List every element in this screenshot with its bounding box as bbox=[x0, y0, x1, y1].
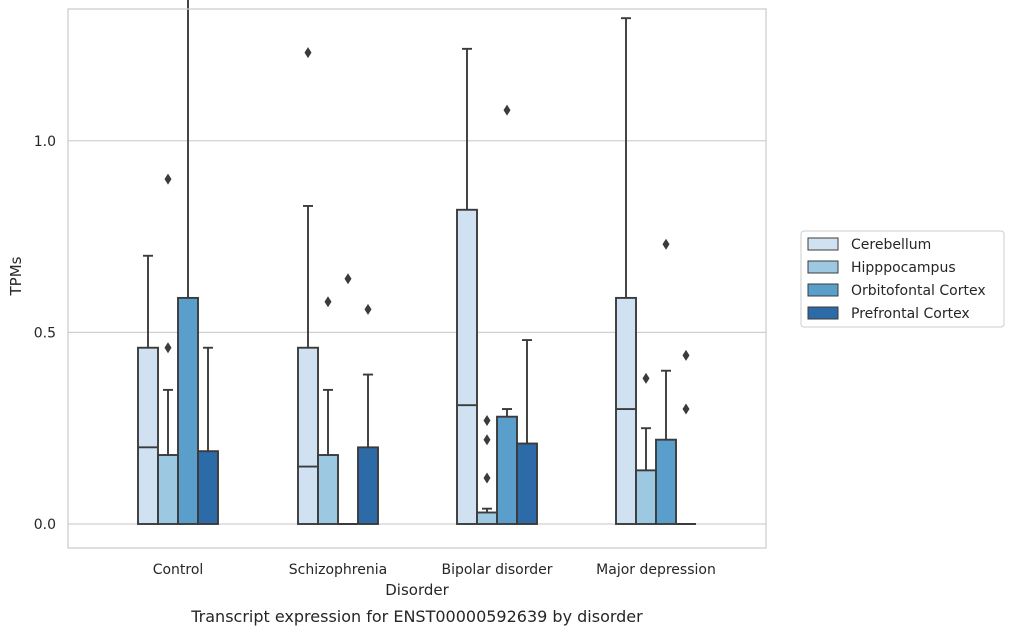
x-tick-label: Control bbox=[153, 562, 204, 578]
box-orbitofontal-cortex-schizophrenia bbox=[338, 273, 358, 525]
box-hipppocampus-major-depression bbox=[635, 372, 657, 525]
legend-swatch bbox=[807, 306, 839, 320]
box-hipppocampus-schizophrenia bbox=[317, 296, 339, 525]
group-bipolar-disorder bbox=[456, 47, 538, 525]
box-body bbox=[177, 296, 199, 525]
box-orbitofontal-cortex-control bbox=[177, 0, 199, 525]
box-cerebellum-schizophrenia bbox=[297, 47, 319, 525]
outlier-point bbox=[344, 273, 352, 285]
group-major-depression bbox=[615, 17, 696, 525]
box-body bbox=[317, 454, 339, 525]
outlier-point bbox=[364, 303, 372, 315]
box-plots bbox=[137, 0, 696, 525]
y-tick-label: 1.0 bbox=[34, 134, 56, 150]
legend-item-prefrontal-cortex: Prefrontal Cortex bbox=[807, 306, 970, 322]
chart-caption: Transcript expression for ENST0000059263… bbox=[190, 607, 643, 626]
box-body bbox=[655, 438, 677, 525]
box-body bbox=[197, 450, 219, 525]
legend-item-hipppocampus: Hipppocampus bbox=[807, 260, 956, 276]
legend-frame bbox=[800, 230, 1005, 328]
outlier-point bbox=[682, 403, 690, 415]
box-prefrontal-cortex-bipolar-disorder bbox=[516, 339, 538, 525]
y-axis-title: TPMs bbox=[7, 256, 25, 296]
legend-label: Cerebellum bbox=[851, 237, 931, 253]
outlier-point bbox=[304, 47, 312, 59]
outlier-point bbox=[483, 434, 491, 446]
box-body bbox=[157, 454, 179, 525]
box-prefrontal-cortex-control bbox=[197, 346, 219, 525]
box-prefrontal-cortex-major-depression bbox=[676, 349, 696, 525]
group-control bbox=[137, 0, 219, 525]
x-axis-title: Disorder bbox=[385, 581, 449, 599]
x-tick-label: Major depression bbox=[596, 562, 716, 578]
legend-item-cerebellum: Cerebellum bbox=[807, 237, 931, 253]
plot-frame bbox=[67, 8, 767, 549]
legend-swatch bbox=[807, 283, 839, 297]
box-body bbox=[496, 415, 518, 525]
y-tick-label: 0.0 bbox=[34, 517, 56, 533]
x-tick-label: Bipolar disorder bbox=[441, 562, 552, 578]
box-body bbox=[476, 511, 498, 525]
x-tick-label: Schizophrenia bbox=[289, 562, 387, 578]
outlier-point bbox=[682, 349, 690, 361]
outlier-point bbox=[483, 472, 491, 484]
box-body bbox=[615, 296, 637, 525]
box-body bbox=[297, 346, 319, 525]
outlier-point bbox=[503, 104, 511, 116]
box-body bbox=[635, 469, 657, 525]
legend-item-orbitofontal-cortex: Orbitofontal Cortex bbox=[807, 283, 986, 299]
box-body bbox=[357, 446, 379, 525]
box-cerebellum-major-depression bbox=[615, 17, 637, 525]
outlier-point bbox=[164, 173, 172, 185]
box-body bbox=[516, 442, 538, 525]
box-cerebellum-control bbox=[137, 254, 159, 525]
box-body bbox=[456, 208, 478, 525]
box-hipppocampus-control bbox=[157, 173, 179, 525]
y-tick-label: 0.5 bbox=[34, 325, 56, 341]
box-orbitofontal-cortex-major-depression bbox=[655, 238, 677, 525]
outlier-point bbox=[324, 296, 332, 308]
outlier-point bbox=[642, 372, 650, 384]
box-cerebellum-bipolar-disorder bbox=[456, 47, 478, 525]
legend: Cerebellum Hipppocampus Orbitofontal Corte… bbox=[800, 230, 1005, 328]
outlier-point bbox=[164, 342, 172, 354]
outlier-point bbox=[662, 238, 670, 250]
group-schizophrenia bbox=[297, 47, 379, 525]
x-tick-labels: Control Schizophrenia Bipolar disorder Majo… bbox=[153, 562, 716, 578]
legend-label: Orbitofontal Cortex bbox=[851, 283, 986, 299]
legend-swatch bbox=[807, 260, 839, 274]
legend-label: Hipppocampus bbox=[851, 260, 956, 276]
box-body bbox=[137, 346, 159, 525]
legend-swatch bbox=[807, 237, 839, 251]
y-tick-labels: 0.00.51.01.52.02.5 bbox=[34, 134, 56, 533]
legend-label: Prefrontal Cortex bbox=[851, 306, 970, 322]
box-prefrontal-cortex-schizophrenia bbox=[357, 303, 379, 525]
outlier-point bbox=[483, 415, 491, 427]
